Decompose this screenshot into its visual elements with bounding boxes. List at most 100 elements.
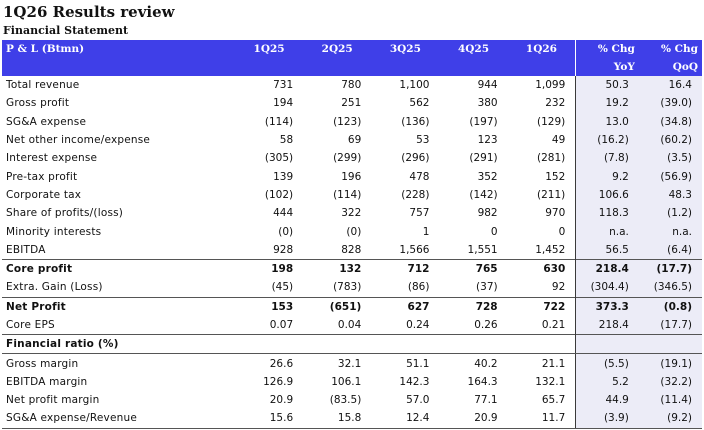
cell-value: 0.26: [474, 319, 498, 331]
cell-value: 77.1: [474, 394, 498, 407]
cell-value: 780: [341, 79, 362, 92]
cell-value: 1,566: [399, 243, 430, 256]
table-row: EBITDA 928 828 1,566 1,551 1,452 56.5 (6.4): [2, 240, 702, 260]
table-row: Net other income/expense 58 69 53 123 49 (16.2…: [2, 130, 702, 150]
cell-value: (0): [346, 225, 362, 238]
header-quarter: 4Q25: [439, 40, 508, 58]
cell-yoy: 9.2: [575, 167, 639, 186]
cell-value: 0.07: [269, 319, 294, 331]
cell-value: (129): [537, 115, 566, 128]
row-label: Share of profits/(loss): [6, 207, 124, 220]
cell-value: 722: [507, 296, 576, 316]
cell-value: (136): [401, 115, 430, 128]
financial-table: P & L (Btmn) 1Q25 2Q25 3Q25 4Q25 1Q26 % …: [2, 40, 702, 429]
cell-yoy: 373.3: [575, 296, 639, 316]
cell-value: 126.9: [263, 375, 294, 388]
cell-yoy: 56.5: [575, 240, 639, 260]
cell-value: 0.04: [337, 319, 362, 331]
cell-value: 944: [477, 79, 498, 92]
cell-value: (299): [333, 152, 362, 165]
cell-yoy: 50.3: [575, 76, 639, 95]
cell-value: (228): [401, 188, 430, 201]
cell-value: (102): [264, 188, 294, 201]
row-label: Corporate tax: [6, 188, 82, 201]
row-label: SG&A expense/Revenue: [2, 409, 235, 429]
cell-value: 630: [507, 258, 576, 279]
cell-value: 232: [545, 97, 566, 110]
cell-value: 152: [545, 170, 566, 183]
cell-value: (114): [264, 115, 294, 128]
table-row: Extra. Gain (Loss) (45) (783) (86) (37) 92 (30…: [2, 278, 702, 298]
cell-value: 58: [279, 134, 294, 147]
header-quarter: 1Q26: [507, 40, 576, 58]
cell-value: 1: [422, 225, 430, 238]
header-chg-qoq: % Chg: [638, 40, 702, 58]
header-yoy: YoY: [575, 58, 639, 76]
header-chg-yoy: % Chg: [575, 40, 639, 58]
cell-value: (142): [469, 188, 498, 201]
cell-value: 444: [273, 207, 294, 220]
header-qoq: QoQ: [638, 58, 702, 76]
cell-yoy: 44.9: [575, 391, 639, 410]
cell-yoy: 118.3: [575, 204, 639, 223]
cell-qoq: (1.2): [638, 204, 702, 223]
cell-yoy: 218.4: [575, 258, 639, 279]
row-label: Net Profit: [2, 296, 235, 316]
cell-yoy: (7.8): [575, 149, 639, 168]
cell-value: (114): [333, 188, 362, 201]
cell-value: 49: [551, 134, 566, 147]
cell-value: 0: [558, 225, 566, 238]
table-row: Net profit margin 20.9 (83.5) 57.0 77.1 65.7 4…: [2, 391, 702, 410]
row-label: EBITDA: [6, 243, 46, 256]
table-row: Corporate tax (102) (114) (228) (142) (211) 10…: [2, 185, 702, 205]
cell-value: (783): [333, 281, 362, 294]
table-row: Core EPS 0.07 0.04 0.24 0.26 0.21 218.4 (17.7): [2, 315, 702, 335]
cell-qoq: (56.9): [638, 167, 702, 186]
cell-value: (197): [469, 115, 498, 128]
cell-value: 32.1: [337, 357, 362, 370]
cell-value: 21.1: [541, 357, 566, 370]
cell-value: 15.8: [303, 409, 372, 429]
cell-value: (211): [537, 188, 566, 201]
cell-qoq: (34.8): [638, 112, 702, 131]
cell-value: 20.9: [439, 409, 508, 429]
table-row: SG&A expense/Revenue 15.6 15.8 12.4 20.9 11.7…: [2, 409, 702, 429]
table-row: Pre-tax profit 139 196 478 352 152 9.2 (56.9): [2, 167, 702, 186]
cell-yoy: (3.9): [575, 409, 639, 429]
cell-value: 251: [341, 97, 362, 110]
cell-value: 106.1: [331, 375, 362, 388]
table-row: Gross margin 26.6 32.1 51.1 40.2 21.1 (5.5) (19…: [2, 353, 702, 373]
cell-value: 757: [409, 207, 430, 220]
cell-value: 982: [477, 207, 498, 220]
cell-qoq: 48.3: [638, 185, 702, 205]
cell-value: 26.6: [269, 357, 294, 370]
cell-value: 352: [477, 170, 498, 183]
cell-value: 20.9: [269, 394, 294, 407]
cell-yoy: (16.2): [575, 130, 639, 150]
cell-value: 828: [341, 243, 362, 256]
cell-yoy: 19.2: [575, 94, 639, 113]
cell-value: 712: [371, 258, 440, 279]
cell-yoy: 5.2: [575, 372, 639, 392]
cell-value: (291): [469, 152, 498, 165]
section-subtitle: Financial Statement: [3, 24, 129, 37]
table-row: SG&A expense (114) (123) (136) (197) (129) 13.…: [2, 112, 702, 131]
cell-value: 53: [416, 134, 430, 147]
cell-value: 12.4: [371, 409, 440, 429]
cell-value: (651): [303, 296, 372, 316]
cell-value: 132.1: [535, 375, 566, 388]
ratio-section-row: Financial ratio (%): [2, 334, 702, 355]
cell-value: (45): [271, 281, 294, 294]
cell-value: (296): [401, 152, 430, 165]
row-label: Core EPS: [6, 319, 55, 331]
cell-qoq: (17.7): [638, 315, 702, 335]
cell-yoy: 106.6: [575, 185, 639, 205]
row-label: Net profit margin: [6, 394, 100, 407]
cell-qoq: (6.4): [638, 240, 702, 260]
cell-qoq: (39.0): [638, 94, 702, 113]
cell-yoy: 218.4: [575, 315, 639, 335]
cell-value: 728: [439, 296, 508, 316]
row-label: Gross profit: [6, 97, 70, 110]
cell-qoq: n.a.: [638, 222, 702, 241]
cell-value: 1,452: [535, 243, 566, 256]
